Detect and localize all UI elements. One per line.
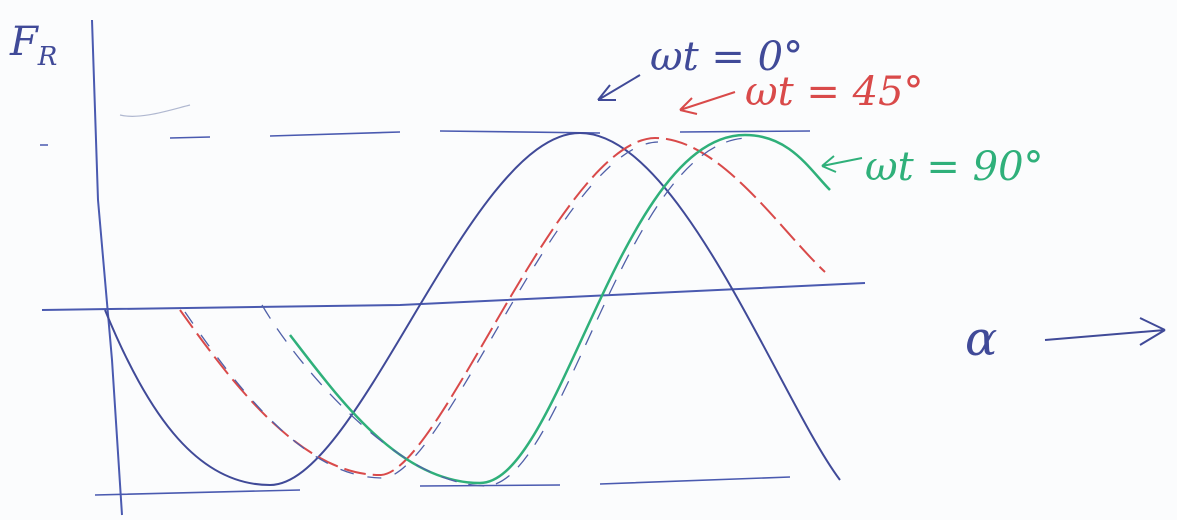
paper bbox=[0, 0, 1177, 520]
diagram: FR ωt = 0° ωt = 45° ωt = 90° α bbox=[0, 0, 1177, 520]
y-label-main: F bbox=[9, 19, 39, 65]
label-90: ωt = 90° bbox=[865, 144, 1044, 190]
x-label: α bbox=[965, 311, 997, 367]
y-label-sub: R bbox=[37, 42, 58, 72]
label-45: ωt = 45° bbox=[745, 69, 924, 115]
